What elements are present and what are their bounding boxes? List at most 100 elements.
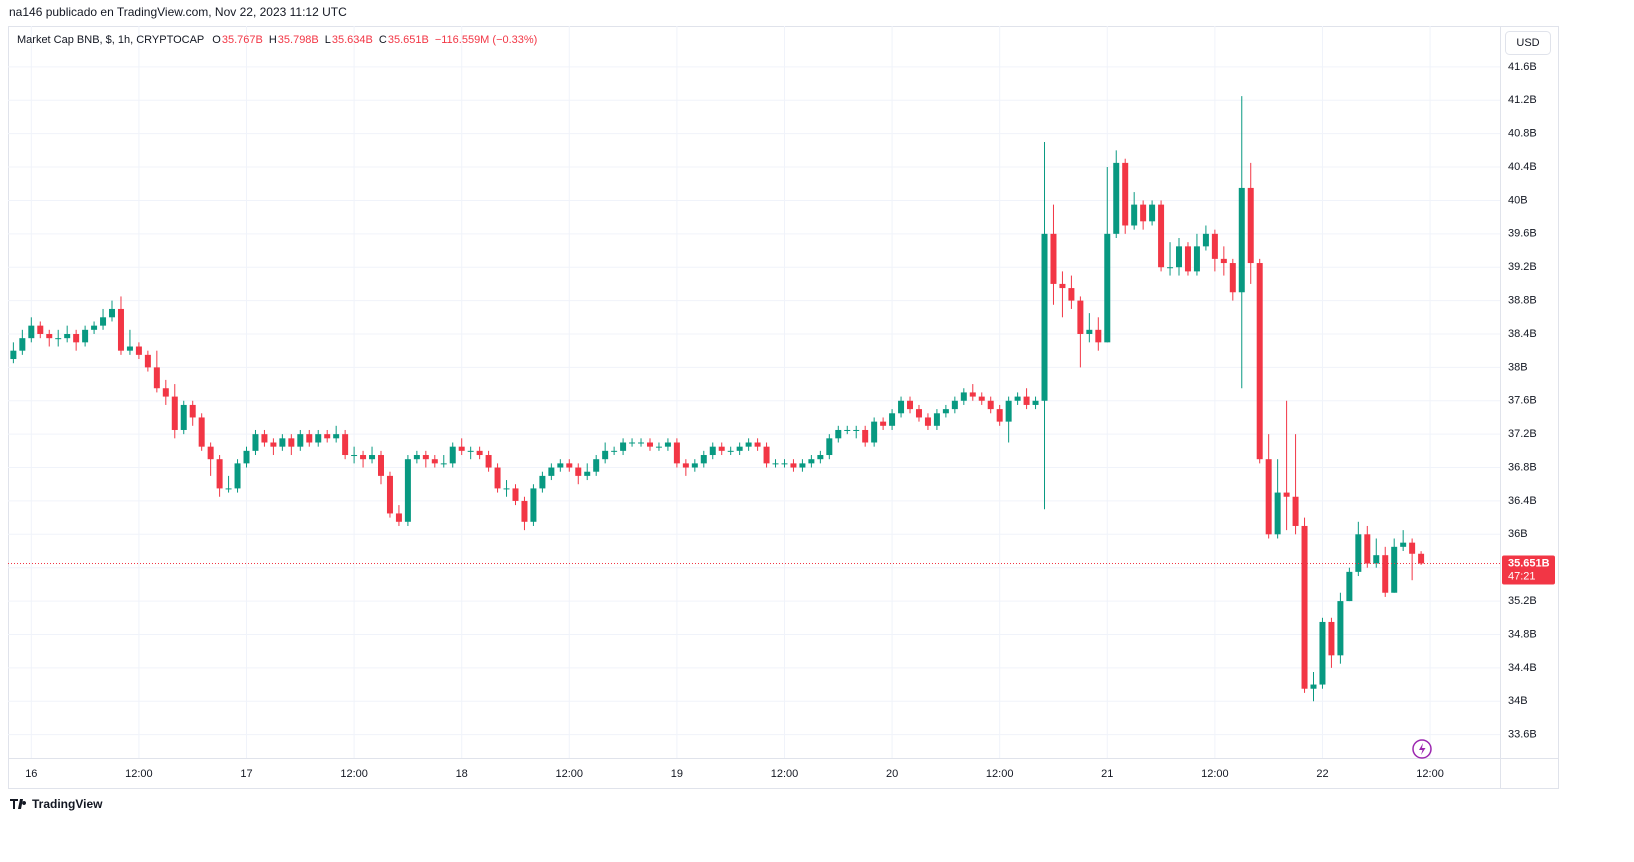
y-tick-label: 38.8B <box>1508 295 1537 307</box>
currency-button[interactable] <box>1505 31 1551 55</box>
candle-body <box>162 388 169 397</box>
x-tick-label: 18 <box>456 768 468 780</box>
candle-body <box>91 325 98 330</box>
candle-body <box>467 450 474 452</box>
y-tick-label: 33.6B <box>1508 729 1537 741</box>
candle-body <box>413 455 420 460</box>
y-tick-label: 37.2B <box>1508 428 1537 440</box>
candle-body <box>530 488 537 522</box>
candle-body <box>638 442 645 444</box>
candle-body <box>754 442 761 447</box>
grid <box>8 26 1500 758</box>
candle-body <box>171 396 178 430</box>
x-tick-label: 12:00 <box>1201 768 1229 780</box>
candle-body <box>611 450 618 452</box>
candle-body <box>369 455 376 460</box>
candle-body <box>727 450 734 452</box>
candle-body <box>951 400 958 410</box>
candle-body <box>700 455 707 464</box>
candle-body <box>73 333 80 343</box>
candle-body <box>476 450 483 456</box>
legend-value: 35.634B <box>332 34 373 46</box>
candle-body <box>1005 400 1012 422</box>
candle-body <box>1059 283 1066 289</box>
candle-body <box>395 513 402 522</box>
x-tick-label: 17 <box>240 768 252 780</box>
candle-body <box>1247 187 1254 264</box>
candle-body <box>1346 571 1353 602</box>
x-tick-label: 16 <box>25 768 37 780</box>
candle-body <box>10 350 17 360</box>
candle-body <box>1095 329 1102 343</box>
candle-body <box>1122 162 1129 226</box>
candle-body <box>126 346 133 351</box>
candle-body <box>1418 553 1425 564</box>
candle-body <box>548 467 555 476</box>
candle-body <box>225 488 232 490</box>
last-price-tag <box>1502 555 1555 585</box>
candle-body <box>996 409 1003 422</box>
y-tick-label: 41.2B <box>1508 94 1537 106</box>
y-tick-label: 40B <box>1508 194 1528 206</box>
candle-body <box>1391 546 1398 593</box>
legend-key: H <box>269 34 277 46</box>
events-icon[interactable] <box>1412 739 1432 759</box>
candle-body <box>1050 233 1057 284</box>
candle-body <box>1086 329 1093 334</box>
y-tick-label: 34B <box>1508 695 1528 707</box>
candle-body <box>960 392 967 401</box>
byline: na146 publicado en TradingView.com, Nov … <box>9 5 347 19</box>
x-tick-label: 22 <box>1316 768 1328 780</box>
candle-body <box>772 463 779 465</box>
candle-body <box>1167 267 1174 269</box>
candle-body <box>736 446 743 451</box>
candle-body <box>324 434 331 439</box>
events-bolt <box>1419 743 1426 755</box>
candle-body <box>503 488 510 490</box>
candle-body <box>1220 258 1227 264</box>
candle-body <box>216 459 223 489</box>
candle-body <box>745 442 752 447</box>
candle-body <box>342 434 349 456</box>
candle-body <box>924 417 931 426</box>
y-tick-label: 39.2B <box>1508 261 1537 273</box>
candle-body <box>1283 492 1290 497</box>
candle-body <box>109 308 116 318</box>
candle-body <box>942 409 949 414</box>
candle-body <box>333 434 340 439</box>
legend-value: 35.767B <box>222 34 263 46</box>
candle-body <box>19 338 26 351</box>
candle-body <box>404 459 411 522</box>
candle-body <box>449 446 456 464</box>
candle-body <box>1023 396 1030 405</box>
candle-body <box>682 463 689 468</box>
candle-body <box>1256 263 1263 460</box>
candle-body <box>1140 204 1147 222</box>
legend-symbol: Market Cap BNB, $, 1h, CRYPTOCAP <box>17 34 204 46</box>
candle-body <box>1301 525 1308 689</box>
legend-key: C <box>379 34 387 46</box>
candle-body <box>915 409 922 418</box>
legend-key: O <box>212 34 221 46</box>
candle-body <box>1274 492 1281 535</box>
candle-body <box>1238 187 1245 293</box>
y-tick-label: 41.6B <box>1508 61 1537 73</box>
candle-body <box>512 488 519 501</box>
candle-body <box>593 459 600 472</box>
y-tick-label: 34.8B <box>1508 628 1537 640</box>
candle-body <box>1104 233 1111 343</box>
candle-body <box>270 442 277 447</box>
candle-body <box>853 429 860 431</box>
legend-value: 35.651B <box>388 34 429 46</box>
candle-body <box>82 329 89 343</box>
candle-body <box>440 463 447 465</box>
candle-body <box>360 455 367 460</box>
candle-body <box>306 434 313 443</box>
candle-body <box>1077 300 1084 334</box>
y-tick-label: 39.6B <box>1508 228 1537 240</box>
x-tick-label: 12:00 <box>986 768 1014 780</box>
candle-body <box>189 404 196 418</box>
candle-body <box>826 438 833 456</box>
y-tick-label: 35.2B <box>1508 595 1537 607</box>
